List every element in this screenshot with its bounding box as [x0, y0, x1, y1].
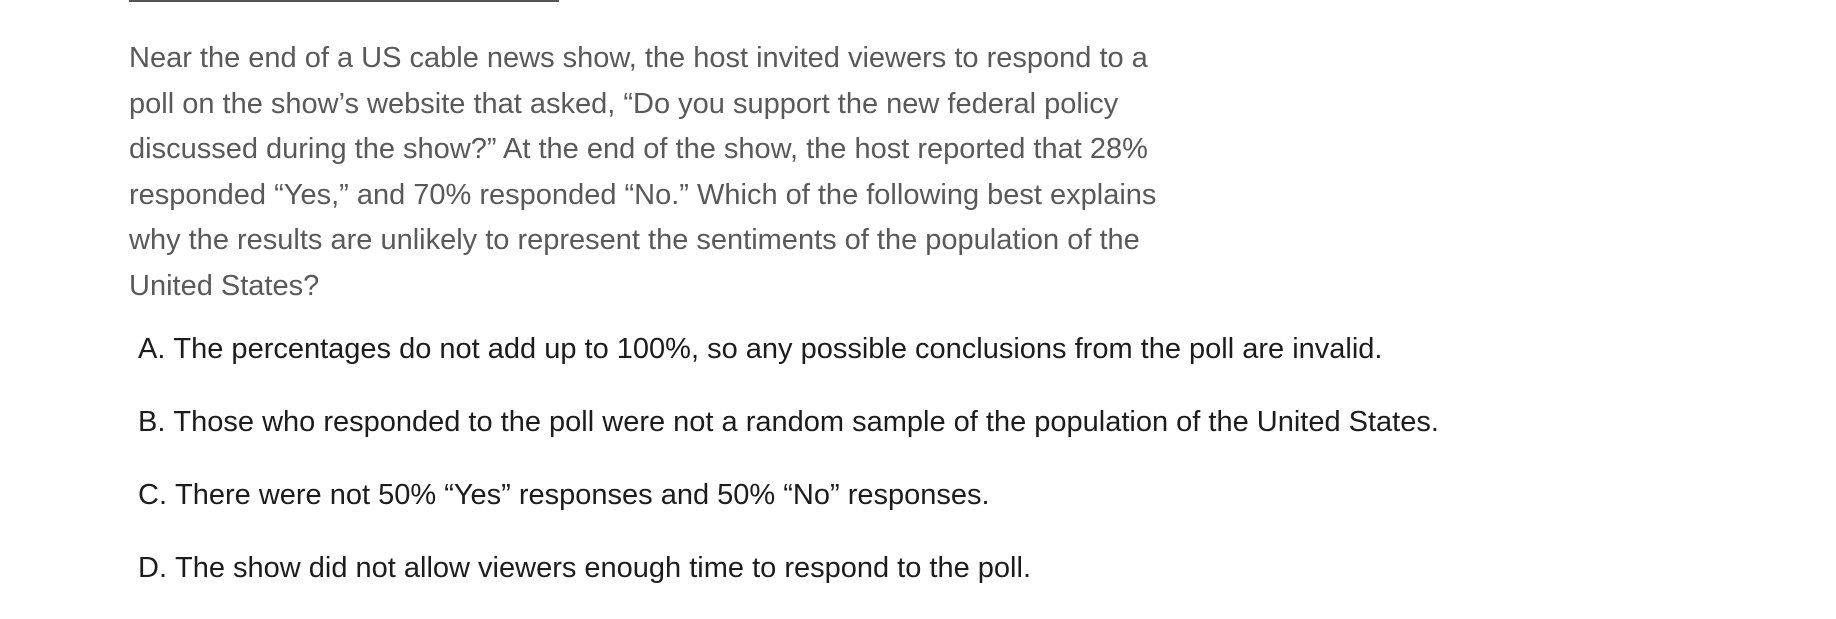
choice-b[interactable]: B. Those who responded to the poll were n…	[138, 400, 1439, 473]
choice-c[interactable]: C. There were not 50% “Yes” responses and…	[138, 473, 1439, 546]
question-text: Near the end of a US cable news show, th…	[129, 42, 1157, 302]
top-divider	[129, 0, 559, 2]
choice-letter: D.	[138, 552, 167, 584]
choice-a[interactable]: A. The percentages do not add up to 100%,…	[138, 327, 1439, 400]
choice-letter: A.	[138, 333, 166, 365]
answer-choices: A. The percentages do not add up to 100%,…	[138, 327, 1439, 619]
choice-text: The show did not allow viewers enough ti…	[175, 552, 1031, 584]
choice-text: The percentages do not add up to 100%, s…	[173, 333, 1383, 365]
choice-letter: C.	[138, 479, 167, 511]
choice-letter: B.	[138, 406, 166, 438]
choice-text: There were not 50% “Yes” responses and 5…	[175, 479, 990, 511]
choice-d[interactable]: D. The show did not allow viewers enough …	[138, 546, 1439, 619]
choice-text: Those who responded to the poll were not…	[173, 406, 1439, 438]
